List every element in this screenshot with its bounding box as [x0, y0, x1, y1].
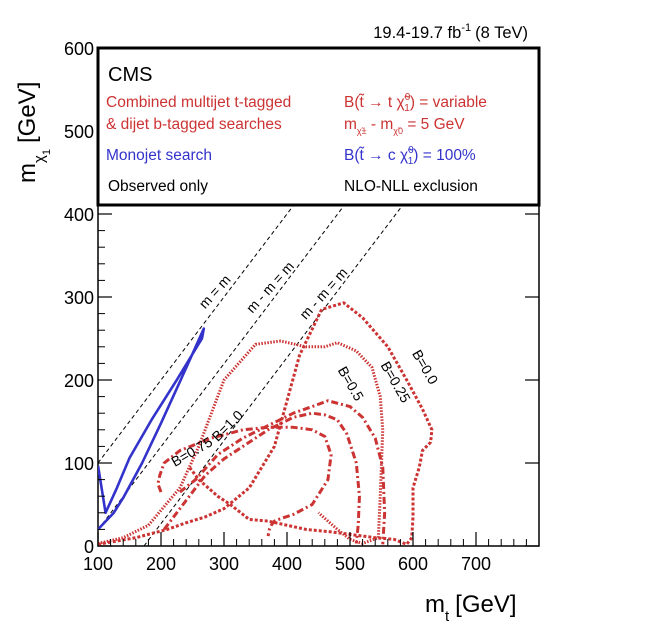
x-axis-title: mt [GeV]: [425, 591, 517, 625]
lumi-label: 19.4-19.7 fb-1 (8 TeV): [373, 22, 528, 42]
y-axis-title: mχ1[GeV]: [14, 82, 53, 183]
y-tick-label: 200: [64, 371, 94, 391]
diagonal-label: m - m = m: [296, 264, 350, 322]
diagonal-line: [143, 48, 523, 546]
series-line: [156, 425, 333, 537]
curve-label: B=0.25: [378, 359, 414, 406]
x-tick-label: 600: [398, 554, 428, 574]
y-tick-label: 100: [64, 454, 94, 474]
series-line: [98, 301, 434, 546]
legend-box: CMS Combined multijet t-tagged & dijet b…: [96, 46, 541, 207]
cms-title: CMS: [108, 64, 152, 86]
legend-blue: Monojet search: [106, 147, 212, 164]
x-tick-label: 500: [335, 554, 365, 574]
y-tick-label: 600: [64, 39, 94, 59]
y-tick-label: 400: [64, 205, 94, 225]
x-tick-label: 300: [209, 554, 239, 574]
series-line: [178, 399, 387, 545]
legend-red-line2: & dijet b-tagged searches: [106, 116, 282, 133]
curve-label: B=0.5: [335, 364, 367, 404]
diagonal-label: m - m = m: [243, 258, 297, 316]
legend-red-line1: Combined multijet t-tagged: [106, 94, 291, 111]
x-tick-label: 700: [461, 554, 491, 574]
x-tick-label: 100: [83, 554, 113, 574]
series-line: [98, 327, 206, 531]
legend-exclusion: NLO-NLL exclusion: [344, 178, 478, 195]
legend-br-charm: B(t̃ → c χ̃0 1) = 100%: [344, 145, 476, 167]
x-tick-label: 200: [146, 554, 176, 574]
y-tick-label: 300: [64, 288, 94, 308]
legend-mass-split: mχ̃± - mχ̃0 = 5 GeV: [344, 116, 465, 136]
legend-observed: Observed only: [108, 178, 208, 195]
series-line: [98, 339, 385, 546]
x-tick-label: 400: [272, 554, 302, 574]
diagonal-line: [98, 48, 465, 531]
legend-br-variable: B(t̃ → t χ̃0 1) = variable: [344, 92, 487, 114]
diagonal-label: m = m: [195, 272, 233, 312]
series-line: [162, 411, 361, 544]
x-axis-ticks: 100 200 300 400 500 600 700: [83, 48, 527, 574]
y-tick-label: 500: [64, 122, 94, 142]
curve-label: B=0.0: [409, 347, 441, 387]
y-tick-label: 0: [84, 537, 94, 557]
exclusion-curves: [98, 301, 434, 546]
